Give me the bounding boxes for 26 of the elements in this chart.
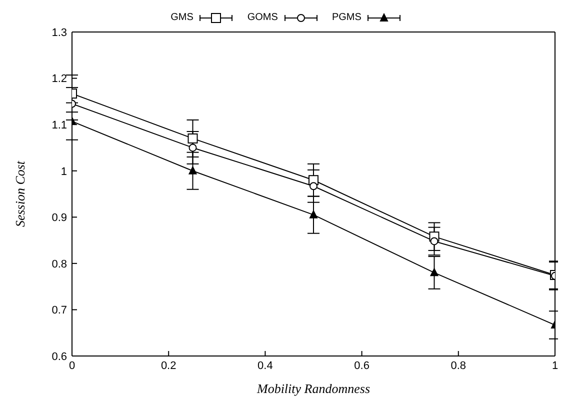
y-tick-label: 1 bbox=[60, 166, 67, 178]
y-axis-title: Session Cost bbox=[12, 160, 28, 228]
point bbox=[430, 268, 438, 276]
point bbox=[310, 182, 318, 190]
x-axis-title: Mobility Randomness bbox=[256, 381, 370, 396]
x-tick-label: 1 bbox=[552, 360, 558, 372]
legend-label: GOMS bbox=[247, 12, 278, 23]
y-tick-label: 0.6 bbox=[52, 350, 67, 363]
y-tick-label: 1.1 bbox=[52, 119, 67, 132]
legend-label: PGMS bbox=[332, 12, 362, 23]
legend-label: GMS bbox=[170, 12, 194, 23]
point bbox=[188, 133, 198, 144]
x-tick-label: 0.6 bbox=[354, 360, 370, 372]
x-tick-label: 0 bbox=[68, 360, 76, 372]
point bbox=[310, 210, 318, 218]
y-tick-label: 0.8 bbox=[52, 258, 67, 270]
point bbox=[188, 144, 197, 152]
x-tick-label: 0.8 bbox=[450, 360, 466, 372]
y-tick-label: 0.9 bbox=[52, 212, 67, 224]
y-tick-label: 1.2 bbox=[52, 73, 67, 86]
x-tick-label: 0.2 bbox=[160, 360, 176, 372]
y-tick-label: 0.7 bbox=[52, 304, 67, 317]
y-tick-label: 1.3 bbox=[52, 26, 67, 39]
x-tick-label: 0.4 bbox=[258, 360, 273, 372]
point bbox=[430, 237, 438, 246]
point bbox=[188, 166, 197, 174]
